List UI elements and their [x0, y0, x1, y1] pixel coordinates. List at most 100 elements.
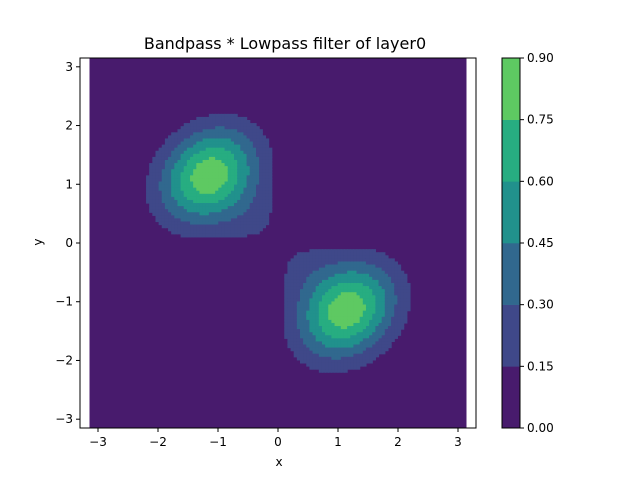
contour-cell	[369, 347, 373, 352]
contour-cell	[237, 141, 241, 146]
contour-cell	[321, 338, 326, 343]
contour-cell	[318, 289, 323, 293]
contour-cell	[230, 129, 235, 133]
contour-cell	[152, 163, 157, 167]
contour-cell	[312, 338, 317, 343]
contour-cell	[334, 279, 339, 284]
contour-cell	[387, 335, 392, 339]
contour-cell	[268, 178, 273, 183]
contour-cell	[152, 181, 157, 186]
contour-cell	[350, 332, 354, 336]
contour-cell	[212, 166, 216, 170]
contour-cell	[193, 135, 197, 140]
contour-cell	[240, 178, 245, 183]
contour-cell	[208, 144, 213, 149]
contour-cell	[347, 301, 351, 306]
contour-cell	[227, 126, 232, 130]
contour-cell	[240, 150, 245, 155]
contour-field	[89, 58, 467, 428]
contour-cell	[152, 166, 157, 170]
contour-cell	[384, 295, 389, 299]
contour-cell	[343, 298, 348, 303]
contour-cell	[208, 126, 213, 130]
contour-cell	[312, 313, 317, 318]
contour-cell	[343, 356, 348, 361]
contour-cell	[224, 156, 229, 161]
contour-cell	[306, 279, 311, 284]
contour-cell	[397, 267, 402, 272]
x-tick-label: 2	[394, 435, 402, 449]
contour-cell	[205, 129, 210, 133]
contour-cell	[309, 292, 314, 296]
contour-cell	[372, 329, 376, 333]
contour-cell	[321, 292, 326, 296]
contour-cell	[224, 193, 229, 198]
contour-cell	[306, 362, 311, 367]
contour-cell	[315, 255, 320, 259]
contour-cell	[381, 307, 386, 312]
contour-cell	[202, 175, 207, 180]
contour-cell	[293, 273, 298, 278]
contour-cell	[208, 224, 213, 229]
contour-cell	[391, 276, 395, 281]
contour-cell	[353, 295, 358, 299]
contour-cell	[183, 199, 188, 204]
contour-cell	[168, 163, 172, 167]
contour-cell	[334, 353, 339, 358]
contour-cell	[205, 116, 210, 121]
contour-cell	[215, 206, 219, 210]
contour-cell	[218, 156, 223, 161]
contour-cell	[309, 341, 314, 346]
contour-cell	[199, 166, 204, 170]
contour-cell	[230, 209, 235, 213]
contour-cell	[240, 147, 245, 152]
contour-cell	[174, 190, 179, 195]
contour-cell	[174, 144, 179, 149]
contour-cell	[321, 350, 326, 355]
contour-cell	[199, 206, 204, 210]
contour-cell	[321, 298, 326, 303]
contour-cell	[334, 322, 339, 327]
contour-cell	[381, 292, 386, 296]
contour-cell	[334, 264, 339, 269]
contour-cell	[221, 138, 226, 143]
contour-cell	[212, 196, 216, 201]
contour-cell	[174, 163, 179, 167]
contour-cell	[234, 156, 238, 161]
contour-cell	[350, 338, 354, 343]
contour-cell	[394, 282, 398, 287]
contour-cell	[343, 329, 348, 333]
contour-cell	[230, 150, 235, 155]
contour-cell	[375, 310, 380, 315]
contour-cell	[218, 113, 223, 118]
contour-cell	[193, 227, 197, 232]
contour-cell	[262, 156, 267, 161]
contour-cell	[315, 273, 320, 278]
contour-cell	[205, 163, 210, 167]
contour-cell	[234, 132, 238, 136]
contour-cell	[215, 193, 219, 198]
contour-cell	[356, 341, 361, 346]
contour-cell	[227, 159, 232, 164]
contour-cell	[164, 218, 169, 223]
contour-cell	[334, 298, 339, 303]
contour-cell	[215, 135, 219, 140]
contour-cell	[309, 301, 314, 306]
contour-cell	[343, 273, 348, 278]
contour-cell	[387, 329, 392, 333]
contour-cell	[343, 249, 348, 253]
contour-cell	[394, 264, 398, 269]
contour-cell	[359, 322, 364, 327]
contour-cell	[196, 132, 201, 136]
contour-cell	[161, 218, 166, 223]
contour-cell	[265, 199, 270, 204]
contour-cell	[312, 295, 317, 299]
contour-cell	[202, 196, 207, 201]
contour-cell	[293, 332, 298, 336]
contour-cell	[340, 335, 345, 339]
contour-cell	[369, 316, 373, 321]
contour-cell	[362, 353, 367, 358]
contour-cell	[394, 332, 398, 336]
contour-cell	[290, 267, 295, 272]
contour-cell	[208, 233, 213, 238]
